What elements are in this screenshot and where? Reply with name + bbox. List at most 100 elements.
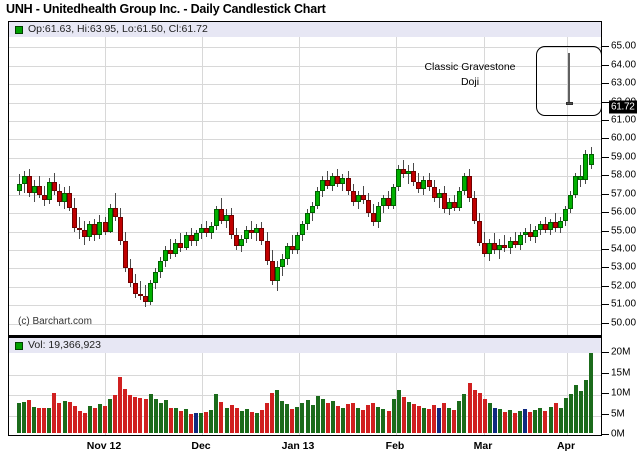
candle-body [380, 198, 386, 206]
volume-legend: Vol: 19,366,923 [9, 338, 601, 353]
watermark: (c) Barchart.com [18, 316, 92, 327]
candlestick [46, 22, 52, 335]
volume-bar [391, 399, 396, 433]
volume-axis-tick [602, 372, 609, 374]
volume-bar [416, 405, 421, 433]
gridline-horizontal [9, 139, 601, 141]
volume-bar [553, 403, 558, 433]
candlestick [26, 22, 32, 335]
volume-bar [184, 409, 189, 433]
candle-body [289, 246, 295, 251]
candlestick [56, 22, 62, 335]
price-legend-label: Op:61.63, Hi:63.95, Lo:61.50, Cl:61.72 [28, 23, 208, 35]
candlestick [173, 22, 179, 335]
candlestick [492, 22, 498, 335]
volume-bar [335, 405, 340, 433]
gridline-vertical [202, 22, 203, 335]
volume-bar [320, 398, 325, 433]
candlestick [137, 22, 143, 335]
candle-body [188, 235, 194, 241]
volume-bar [143, 399, 148, 433]
candlestick [426, 22, 432, 335]
volume-bar [37, 408, 42, 433]
y-axis-tick [602, 156, 609, 158]
gridline-vertical [567, 338, 568, 435]
candlestick [158, 22, 164, 335]
x-axis-label: Nov 12 [86, 440, 122, 452]
volume-bar [52, 393, 57, 433]
gridline-vertical [202, 338, 203, 435]
candlestick [264, 22, 270, 335]
volume-bar [411, 404, 416, 433]
candle-wick [408, 165, 410, 184]
candle-body [92, 224, 98, 236]
last-price-badge: 61.72 [609, 100, 637, 114]
candle-body [537, 224, 543, 230]
volume-bar [72, 406, 77, 433]
y-axis-tick [602, 285, 609, 287]
candle-body [401, 168, 407, 175]
volume-bar [462, 394, 467, 433]
candle-body [284, 246, 290, 260]
volume-axis-tick [602, 413, 609, 415]
y-axis-tick [602, 212, 609, 214]
volume-bar [563, 397, 568, 433]
volume-bar [47, 408, 52, 433]
candlestick [122, 22, 128, 335]
candlestick [229, 22, 235, 335]
candlestick [578, 22, 584, 335]
volume-bar [386, 410, 391, 433]
candlestick [107, 22, 113, 335]
candle-body [203, 227, 209, 234]
candle-wick [504, 235, 506, 252]
gridline-horizontal [9, 231, 601, 233]
candlestick [87, 22, 93, 335]
candle-body [132, 283, 138, 295]
candle-body [305, 213, 311, 225]
candle-body [583, 154, 589, 180]
y-axis-label: 50.00 [611, 317, 637, 329]
candlestick [451, 22, 457, 335]
x-axis-label: Jan 13 [281, 440, 315, 452]
gridline-horizontal [9, 415, 601, 417]
y-axis-label: 63.00 [611, 77, 637, 89]
candle-body [31, 185, 37, 193]
volume-bar [17, 403, 21, 433]
candle-body [36, 185, 42, 195]
candle-wick [114, 192, 116, 221]
gridline-vertical [105, 338, 106, 435]
candle-body [548, 222, 553, 230]
volume-bar [244, 409, 249, 433]
candlestick [401, 22, 407, 335]
gridline-horizontal [9, 305, 601, 307]
candlestick [132, 22, 138, 335]
green-square-icon [15, 342, 23, 350]
x-axis-label: Apr [556, 440, 576, 452]
candle-body [507, 240, 513, 249]
y-axis-label: 60.00 [611, 132, 637, 144]
volume-axis-label: 20M [611, 346, 631, 358]
candle-body [208, 226, 214, 234]
volume-bar [437, 408, 442, 433]
volume-bar [533, 410, 538, 433]
candlestick [583, 22, 589, 335]
candle-body [578, 176, 584, 180]
candle-body [229, 215, 235, 236]
volume-bar [356, 408, 361, 433]
volume-bar [42, 407, 47, 433]
candle-body [350, 191, 356, 203]
candlestick [411, 22, 417, 335]
gridline-vertical [299, 338, 300, 435]
volume-bar [300, 403, 305, 433]
candlestick [370, 22, 376, 335]
volume-bar [558, 407, 563, 433]
price-plot-area [9, 22, 601, 335]
candle-wick [438, 189, 440, 208]
candle-wick [291, 235, 293, 254]
candlestick [143, 22, 149, 335]
candle-body [345, 178, 351, 192]
candle-body [224, 215, 230, 221]
volume-bar [421, 407, 426, 433]
candlestick [512, 22, 518, 335]
candle-body [254, 227, 260, 234]
